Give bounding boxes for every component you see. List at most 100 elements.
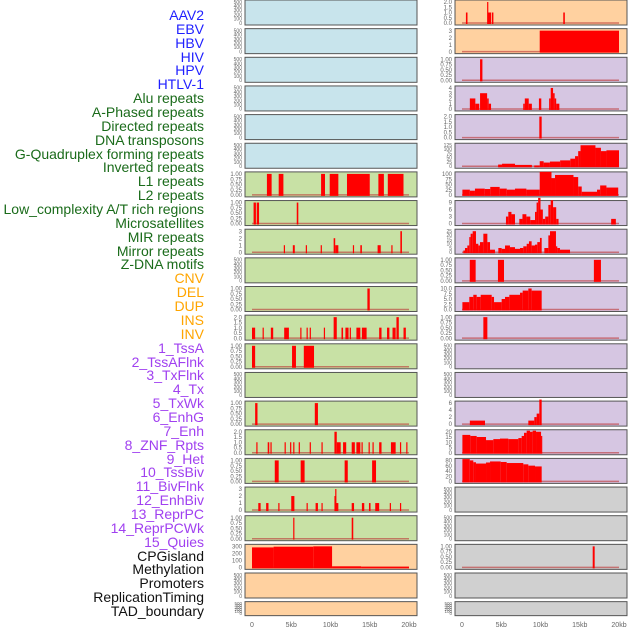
signal-bar bbox=[523, 246, 527, 254]
track-panel: 0.00.51.01.52.0 bbox=[234, 314, 418, 342]
y-tick-label: 0.0 bbox=[444, 136, 453, 142]
y-tick-label: 1.00 bbox=[230, 287, 242, 293]
signal-bar bbox=[274, 460, 279, 483]
y-tick-label: 0 bbox=[449, 164, 452, 170]
panel-background bbox=[244, 257, 418, 284]
track-panel: 0.000.250.500.751.00 bbox=[230, 515, 418, 543]
signal-bar bbox=[595, 147, 601, 168]
panel-background bbox=[454, 257, 628, 284]
y-tick-label: 1.0 bbox=[444, 11, 453, 17]
y-tick-label: 200 bbox=[234, 270, 243, 276]
y-tick-label: 200 bbox=[444, 585, 453, 591]
panel-background bbox=[244, 314, 418, 341]
signal-bar bbox=[306, 327, 308, 340]
y-tick-label: 4 bbox=[449, 86, 453, 92]
y-tick-label: 10 bbox=[445, 440, 452, 446]
signal-bar bbox=[256, 442, 258, 454]
y-tick-label: 10 bbox=[446, 242, 452, 248]
y-tick-label: 0.00 bbox=[230, 480, 242, 486]
y-tick-label: 300 bbox=[444, 495, 453, 501]
track-label: Alu repeats bbox=[133, 90, 204, 107]
track-label: 6_EnhG bbox=[152, 408, 204, 425]
y-tick-label: 0 bbox=[449, 594, 452, 600]
y-tick-label: 0.50 bbox=[230, 354, 242, 360]
signal-bar bbox=[474, 188, 485, 196]
signal-bar bbox=[523, 464, 529, 483]
signal-bar bbox=[486, 440, 494, 454]
signal-bar bbox=[476, 296, 481, 311]
y-tick-label: 1.0 bbox=[444, 125, 453, 131]
signal-bar bbox=[522, 290, 529, 311]
y-tick-label: 500 bbox=[234, 28, 243, 34]
panel-background bbox=[454, 314, 628, 341]
y-tick-label: 1.00 bbox=[440, 544, 452, 550]
y-tick-label: 3 bbox=[239, 487, 243, 493]
y-tick-label: 0.00 bbox=[230, 537, 242, 543]
signal-bar bbox=[344, 460, 348, 483]
y-tick-label: 1.5 bbox=[444, 120, 453, 126]
y-tick-label: 0.5 bbox=[234, 446, 243, 452]
y-tick-label: 300 bbox=[234, 581, 243, 587]
y-tick-label: 200 bbox=[234, 70, 243, 76]
signal-bar bbox=[506, 463, 524, 483]
y-tick-label: 15 bbox=[445, 435, 452, 441]
y-tick-label: 1.00 bbox=[440, 258, 452, 264]
signal-bar bbox=[480, 59, 483, 82]
signal-bar bbox=[296, 202, 299, 225]
y-tick-label: 400 bbox=[234, 4, 243, 10]
x-tick-label: 20kb bbox=[401, 622, 416, 629]
signal-bar bbox=[528, 420, 535, 426]
y-tick-label: 200 bbox=[234, 127, 243, 133]
track-label: CPGisland bbox=[137, 547, 204, 564]
track-label: ReplicationTiming bbox=[93, 589, 204, 606]
x-tick-label: 0 bbox=[250, 622, 254, 629]
signal-bar bbox=[543, 162, 550, 168]
signal-bar bbox=[493, 439, 500, 454]
signal-bar bbox=[514, 248, 521, 254]
signal-bar bbox=[538, 197, 541, 225]
y-tick-label: 75 bbox=[446, 151, 452, 157]
track-label: DNA transposons bbox=[95, 131, 204, 148]
signal-bar bbox=[539, 399, 542, 426]
signal-bar bbox=[467, 245, 470, 254]
y-tick-label: 20 bbox=[445, 474, 452, 480]
y-tick-label: 0.75 bbox=[230, 177, 242, 183]
y-tick-label: 300 bbox=[444, 605, 452, 610]
y-tick-label: 0.50 bbox=[440, 555, 452, 561]
y-tick-label: 125 bbox=[444, 143, 453, 149]
signal-bar bbox=[578, 151, 581, 168]
track-label: 4_Tx bbox=[172, 381, 204, 398]
signal-bar bbox=[536, 413, 540, 426]
panel-background bbox=[244, 85, 418, 112]
signal-bar bbox=[462, 434, 471, 454]
y-tick-label: 300 bbox=[234, 605, 242, 610]
track-label: 3_TxFlnk bbox=[146, 367, 204, 384]
signal-bar bbox=[352, 245, 355, 254]
y-tick-label: 2 bbox=[449, 97, 453, 103]
x-tick-label: 15kb bbox=[362, 622, 377, 629]
signal-bar bbox=[378, 173, 384, 196]
signal-bar bbox=[490, 186, 500, 196]
signal-bar bbox=[551, 178, 556, 196]
y-tick-label: 80 bbox=[445, 459, 452, 465]
track-label: HBV bbox=[175, 34, 204, 51]
x-tick-label: 10kb bbox=[533, 622, 548, 629]
track-label: Promoters bbox=[139, 575, 204, 592]
y-tick-label: 100 bbox=[234, 160, 243, 166]
signal-bar bbox=[361, 442, 363, 454]
track-panel: 0.000.250.500.751.00 bbox=[440, 257, 628, 285]
signal-bar bbox=[540, 209, 543, 225]
y-tick-label: 200 bbox=[232, 551, 243, 557]
signal-bar bbox=[548, 235, 550, 254]
y-tick-label: 500 bbox=[234, 114, 243, 120]
track-label: 10_TssBiv bbox=[140, 464, 204, 481]
y-tick-label: 100 bbox=[444, 504, 453, 510]
signal-bar bbox=[528, 288, 532, 311]
signal-bar bbox=[593, 259, 601, 282]
